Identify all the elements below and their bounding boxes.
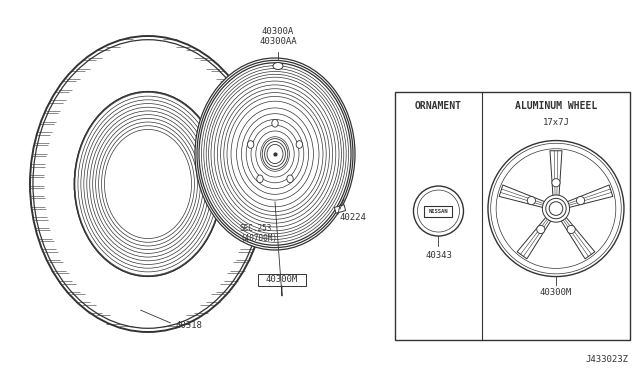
- Ellipse shape: [273, 62, 283, 70]
- Text: 17x7J: 17x7J: [543, 118, 570, 126]
- Circle shape: [546, 198, 566, 219]
- Circle shape: [542, 195, 570, 222]
- Ellipse shape: [74, 92, 221, 276]
- Ellipse shape: [248, 141, 254, 148]
- Bar: [258, 274, 306, 286]
- Circle shape: [577, 196, 584, 205]
- Text: ALUMINUM WHEEL: ALUMINUM WHEEL: [515, 101, 597, 111]
- Text: ORNAMENT: ORNAMENT: [415, 101, 462, 111]
- Text: 40343: 40343: [425, 250, 452, 260]
- Bar: [395, 92, 630, 340]
- Text: 40318: 40318: [176, 321, 203, 330]
- Bar: [334, 205, 346, 213]
- Text: 40300M: 40300M: [540, 288, 572, 297]
- Text: J433023Z: J433023Z: [585, 355, 628, 364]
- Text: NISSAN: NISSAN: [429, 209, 448, 214]
- Text: 40300A
40300AA: 40300A 40300AA: [259, 27, 297, 46]
- Text: 40224: 40224: [340, 212, 367, 221]
- Circle shape: [567, 225, 575, 234]
- Ellipse shape: [272, 119, 278, 127]
- Circle shape: [549, 202, 563, 215]
- Ellipse shape: [296, 141, 303, 148]
- Text: SEC.253
(40700M): SEC.253 (40700M): [240, 224, 277, 243]
- Bar: [424, 206, 452, 217]
- Ellipse shape: [195, 58, 355, 250]
- Circle shape: [527, 196, 536, 205]
- Text: 40300M: 40300M: [266, 276, 298, 285]
- Ellipse shape: [287, 175, 293, 183]
- Circle shape: [493, 145, 620, 272]
- Circle shape: [552, 179, 560, 187]
- Ellipse shape: [257, 175, 263, 183]
- Circle shape: [537, 225, 545, 234]
